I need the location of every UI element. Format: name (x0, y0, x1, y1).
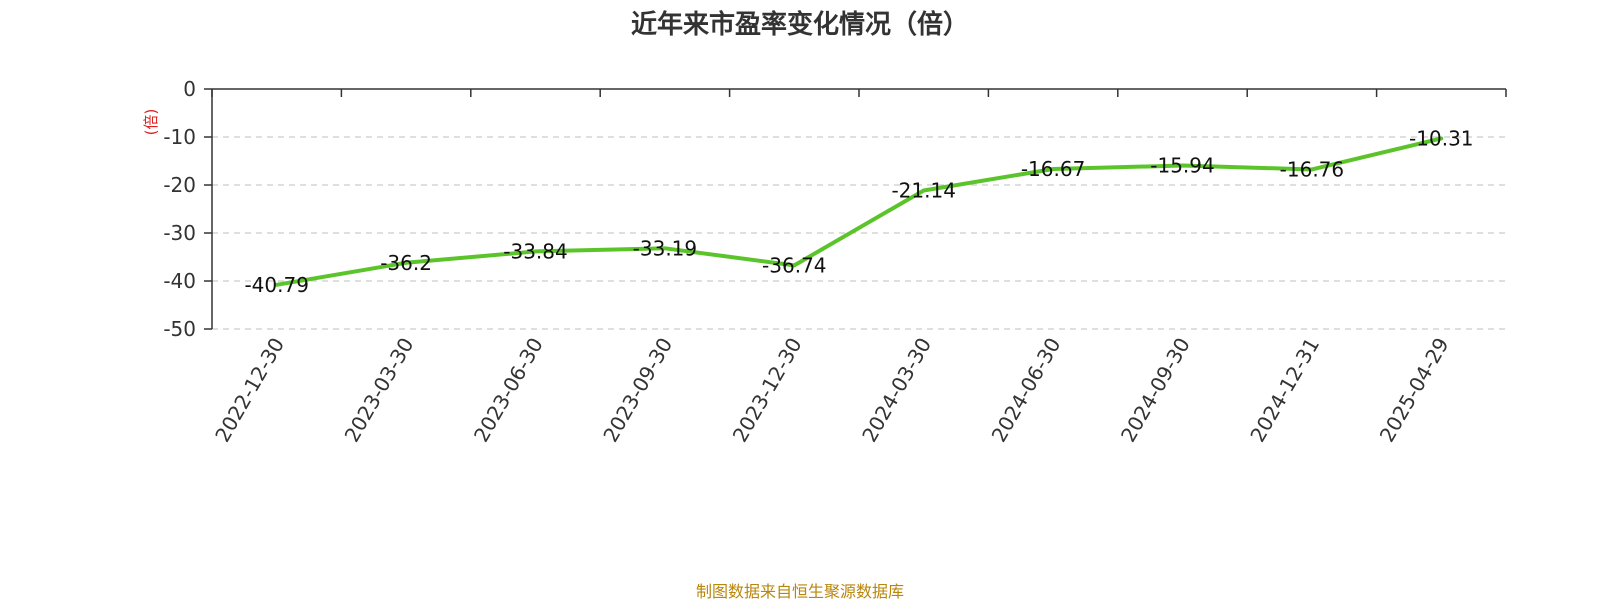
y-tick-label: -50 (163, 317, 196, 341)
y-axis-unit-label: (倍) (142, 109, 160, 136)
y-tick-label: -40 (163, 269, 196, 293)
data-label: -40.79 (244, 273, 308, 297)
y-tick-label: -30 (163, 221, 196, 245)
data-label: -36.74 (762, 253, 826, 277)
data-label: -16.76 (1280, 157, 1344, 181)
data-label: -36.2 (380, 251, 432, 275)
x-tick-label: 2023-06-30 (469, 334, 548, 447)
y-tick-label: 0 (183, 77, 196, 101)
series-line-path (274, 136, 1444, 287)
data-source-note: 制图数据来自恒生聚源数据库 (695, 582, 904, 601)
data-label: -16.67 (1021, 157, 1085, 181)
data-label: -33.84 (503, 239, 567, 263)
x-tick-label: 2023-12-30 (728, 334, 807, 447)
series-line (274, 136, 1444, 287)
axes (211, 88, 1506, 329)
data-label: -21.14 (891, 178, 955, 202)
y-axis-ticks: 0 -10 -20 -30 -40 -50 (163, 77, 212, 341)
y-tick-label: -20 (163, 173, 196, 197)
grid-lines (212, 136, 1506, 330)
x-tick-label: 2024-09-30 (1116, 334, 1195, 447)
data-label: -10.31 (1409, 126, 1473, 150)
chart-title: 近年来市盈率变化情况（倍） (630, 10, 969, 40)
x-tick-label: 2025-04-29 (1375, 334, 1454, 447)
x-tick-label: 2023-03-30 (340, 333, 419, 446)
x-tick-label: 2024-12-31 (1245, 334, 1324, 447)
data-label: -33.19 (633, 236, 697, 260)
y-tick-label: -10 (163, 125, 196, 149)
data-labels: -40.79 -36.2 -33.84 -33.19 -36.74 -21.14 -16.6… (244, 126, 1473, 296)
data-label: -15.94 (1150, 154, 1214, 178)
x-tick-label: 2022-12-30 (210, 334, 289, 447)
x-tick-label: 2023-09-30 (598, 334, 677, 447)
x-tick-label: 2024-03-30 (857, 333, 936, 446)
x-tick-label: 2024-06-30 (987, 334, 1066, 447)
